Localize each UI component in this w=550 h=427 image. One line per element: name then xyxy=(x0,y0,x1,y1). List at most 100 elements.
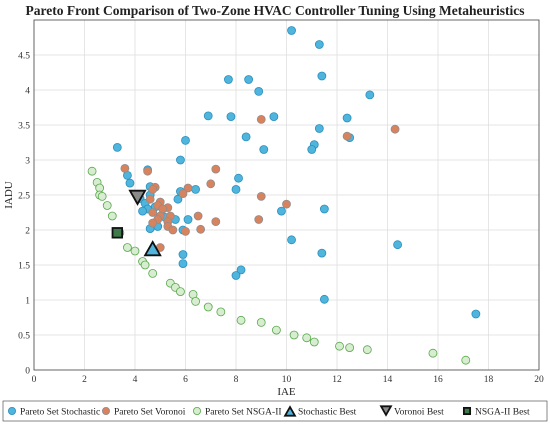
pareto-set-stochastic-point xyxy=(471,309,481,319)
y-tick-label: 3 xyxy=(25,157,30,167)
pareto-set-stochastic-point xyxy=(254,87,264,96)
x-tick-label: 4 xyxy=(133,375,138,385)
plot-area xyxy=(33,19,540,371)
pareto-set-stochastic-point xyxy=(231,271,241,280)
pareto-set-stochastic-point xyxy=(269,112,279,121)
pareto-set-stochastic-point xyxy=(277,206,286,216)
pareto-set-stochastic-point xyxy=(259,145,269,154)
x-tick-label: 6 xyxy=(183,375,188,385)
pareto-set-nsga-ii-point xyxy=(428,348,438,358)
pareto-set-stochastic-point xyxy=(181,135,190,145)
nsga-ii-best-point xyxy=(111,227,124,239)
voronoi-best-point xyxy=(128,189,147,206)
pareto-set-stochastic-point xyxy=(365,90,375,100)
pareto-set-voronoi-point xyxy=(120,163,130,173)
x-tick-label: 16 xyxy=(433,375,443,385)
legend-entry: Voronoi Best xyxy=(394,408,444,418)
pareto-set-nsga-ii-point xyxy=(203,302,213,312)
pareto-set-stochastic-point xyxy=(287,26,296,35)
legend-marker xyxy=(462,406,472,416)
pareto-set-stochastic-point xyxy=(178,250,188,259)
y-tick-label: 3.5 xyxy=(18,122,30,132)
pareto-set-stochastic-point xyxy=(191,184,201,194)
pareto-set-nsga-ii-point xyxy=(289,330,299,340)
pareto-set-stochastic-point xyxy=(319,294,329,304)
pareto-set-stochastic-point xyxy=(287,235,296,245)
y-tick-label: 2 xyxy=(25,227,30,237)
pareto-set-nsga-ii-point xyxy=(362,345,372,355)
x-tick-label: 12 xyxy=(332,375,342,385)
legend-entry: Pareto Set NSGA-II xyxy=(205,408,282,418)
pareto-set-stochastic-point xyxy=(317,71,327,81)
pareto-set-stochastic-point xyxy=(178,259,188,269)
legend-entry: Pareto Set Voronoi xyxy=(114,408,186,418)
pareto-set-nsga-ii-point xyxy=(102,201,112,210)
legend: Pareto Set Stochastic Pareto Set Voronoi P… xyxy=(2,400,548,422)
pareto-set-nsga-ii-point xyxy=(335,341,344,351)
data-points xyxy=(87,26,481,365)
pareto-set-voronoi-point xyxy=(211,164,221,174)
y-axis-label: IADU xyxy=(3,181,15,209)
legend-marker xyxy=(379,405,393,417)
x-tick-label: 8 xyxy=(234,375,239,385)
legend-box xyxy=(2,400,548,422)
pareto-set-stochastic-point xyxy=(244,75,254,84)
pareto-set-voronoi-point xyxy=(148,218,158,228)
pareto-set-voronoi-point xyxy=(256,115,266,124)
y-tick-label: 1.5 xyxy=(18,262,30,272)
y-tick-label: 0.5 xyxy=(18,332,30,342)
y-tick-label: 1 xyxy=(25,297,30,307)
pareto-set-voronoi-point xyxy=(390,124,400,134)
pareto-set-voronoi-point xyxy=(206,179,216,189)
legend-marker xyxy=(7,406,16,415)
pareto-set-voronoi-point xyxy=(168,225,178,235)
pareto-set-stochastic-point xyxy=(234,173,243,183)
pareto-set-voronoi-point xyxy=(256,191,266,201)
pareto-set-voronoi-point xyxy=(196,224,206,234)
x-tick-label: 2 xyxy=(82,375,87,385)
pareto-set-stochastic-point xyxy=(231,184,241,194)
pareto-set-nsga-ii-point xyxy=(309,337,319,347)
chart-title: Pareto Front Comparison of Two-Zone HVAC… xyxy=(26,3,525,18)
y-tick-label: 2.5 xyxy=(18,192,30,202)
pareto-set-nsga-ii-point xyxy=(271,325,281,335)
pareto-set-stochastic-point xyxy=(125,178,135,188)
pareto-set-voronoi-point xyxy=(143,166,153,176)
pareto-set-stochastic-point xyxy=(173,194,183,204)
x-tick-label: 20 xyxy=(534,375,544,385)
pareto-set-stochastic-point xyxy=(314,124,324,133)
pareto-set-nsga-ii-point xyxy=(191,296,201,306)
pareto-set-stochastic-point xyxy=(236,265,246,275)
pareto-set-voronoi-point xyxy=(342,131,352,141)
pareto-set-voronoi-point xyxy=(282,199,291,209)
pareto-set-nsga-ii-point xyxy=(107,211,117,221)
pareto-set-stochastic-point xyxy=(317,248,327,258)
pareto-set-nsga-ii-point xyxy=(140,260,150,270)
legend-marker xyxy=(102,406,111,415)
pareto-set-nsga-ii-point xyxy=(461,355,471,365)
x-tick-label: 10 xyxy=(282,375,292,385)
pareto-set-voronoi-point xyxy=(178,189,188,199)
pareto-set-voronoi-point xyxy=(148,184,158,194)
y-tick-label: 4.5 xyxy=(18,52,30,62)
pareto-set-voronoi-point xyxy=(181,226,190,236)
pareto-set-nsga-ii-point xyxy=(123,243,132,252)
y-tick-label: 4 xyxy=(25,87,30,97)
pareto-set-nsga-ii-point xyxy=(256,317,266,327)
legend-marker xyxy=(283,405,297,417)
pareto-set-stochastic-point xyxy=(393,240,403,250)
pareto-set-nsga-ii-point xyxy=(148,268,158,278)
pareto-set-stochastic-point xyxy=(314,40,324,49)
x-axis-label: IAE xyxy=(277,386,296,398)
pareto-set-voronoi-point xyxy=(254,215,264,224)
pareto-set-stochastic-point xyxy=(226,112,236,121)
grid-lines xyxy=(33,20,540,371)
pareto-set-voronoi-point xyxy=(183,183,193,193)
pareto-set-stochastic-point xyxy=(138,206,147,216)
pareto-set-stochastic-point xyxy=(112,142,122,152)
legend-entry: Pareto Set Stochastic xyxy=(20,408,100,418)
pareto-set-stochastic-point xyxy=(203,111,213,121)
pareto-set-nsga-ii-point xyxy=(236,315,246,325)
pareto-set-nsga-ii-point xyxy=(87,166,97,176)
